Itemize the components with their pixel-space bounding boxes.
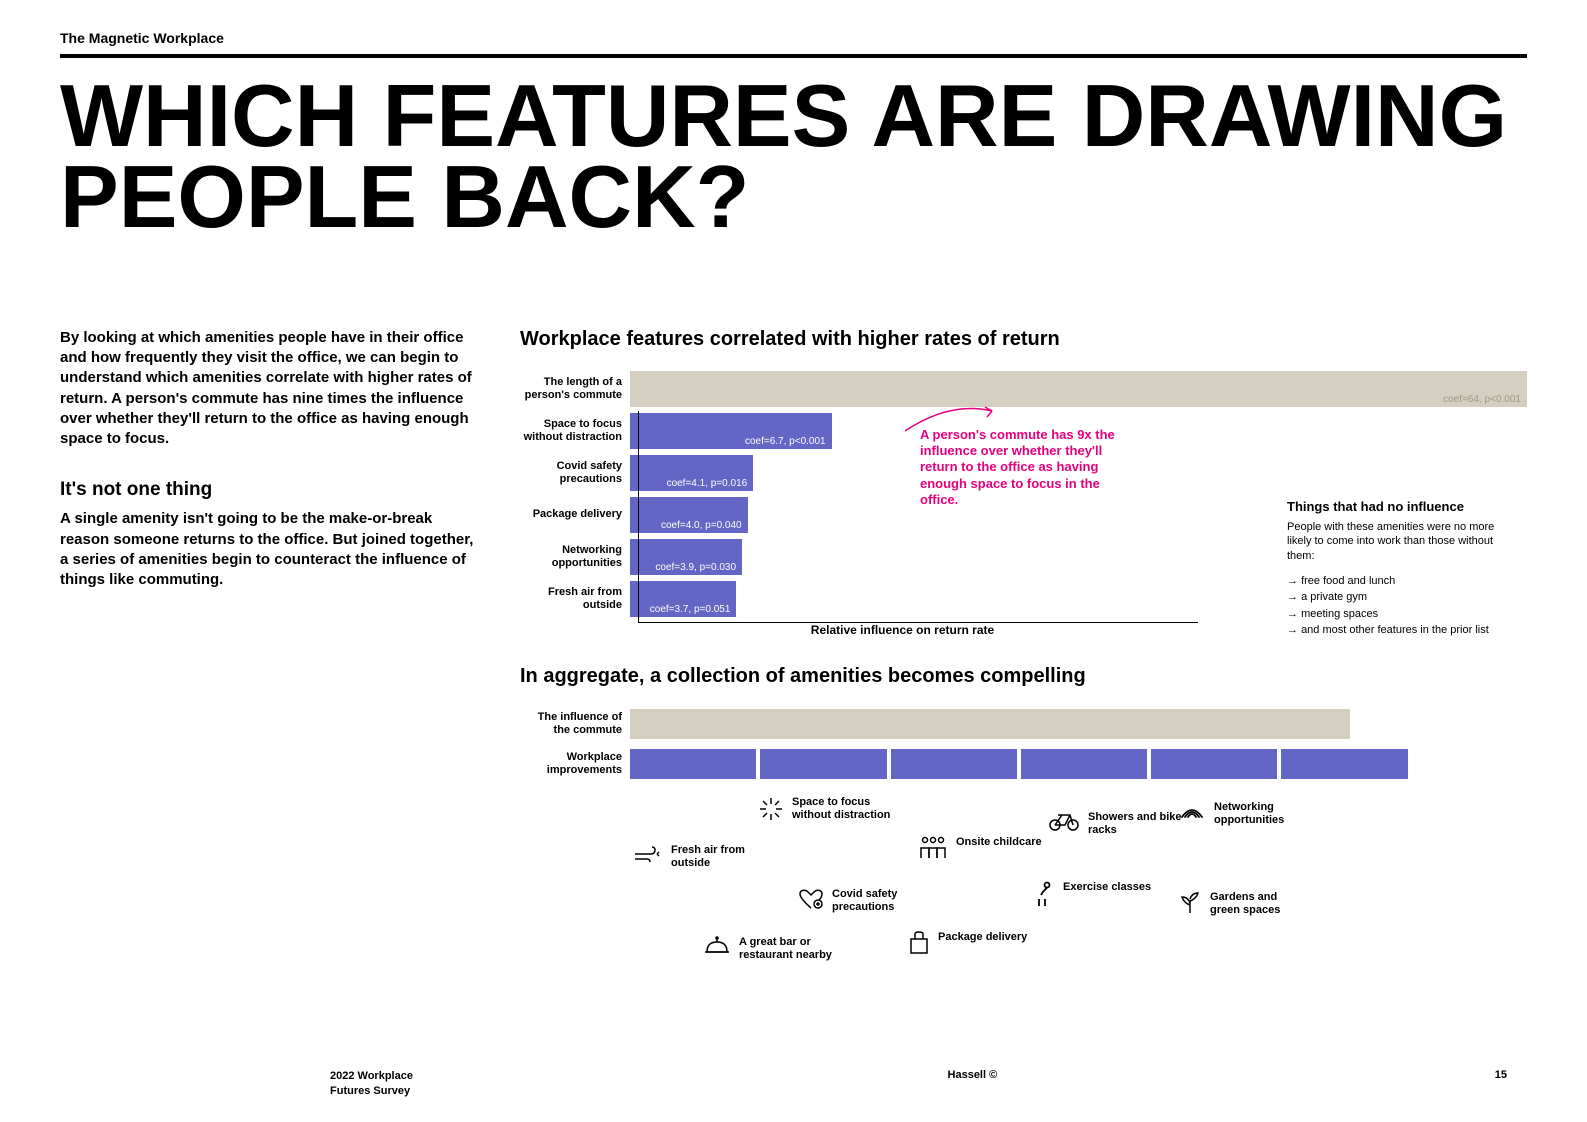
footer: 2022 Workplace Futures Survey Hassell © … <box>0 1069 1587 1098</box>
exercise-icon <box>1033 881 1055 911</box>
chart2-segment <box>891 749 1017 779</box>
amenity-item: A great bar or restaurant nearby <box>703 936 839 962</box>
amenity-item: Fresh air from outside <box>633 844 771 870</box>
right-column: Workplace features correlated with highe… <box>520 328 1527 996</box>
amenity-item: Package delivery <box>908 931 1038 959</box>
amenity-label: Space to focus without distraction <box>792 796 892 822</box>
page-title: WHICH FEATURES ARE DRAWING PEOPLE BACK? <box>60 76 1527 238</box>
package-icon <box>908 931 930 959</box>
amenity-label: Showers and bike racks <box>1088 811 1188 837</box>
amenity-icons-area: Space to focus without distraction Fresh … <box>638 786 1527 996</box>
air-icon <box>633 844 663 868</box>
bike-icon <box>1048 811 1080 835</box>
amenity-label: Onsite childcare <box>956 836 1056 849</box>
no-influence-item: free food and lunch <box>1287 573 1517 590</box>
network-icon <box>1178 801 1206 823</box>
chart1-axis <box>638 411 1198 623</box>
chart1: The length of a person's commute coef=64,… <box>520 369 1527 629</box>
chart1-bar-coef: coef=64, p<0.001 <box>1443 394 1521 405</box>
chart2-title: In aggregate, a collection of amenities … <box>520 665 1527 688</box>
body-paragraph: A single amenity isn't going to be the m… <box>60 509 480 590</box>
chart1-x-axis-label: Relative influence on return rate <box>638 623 1167 637</box>
no-influence-item: and most other features in the prior lis… <box>1287 622 1517 639</box>
chart1-bar-label: Space to focus without distraction <box>520 418 630 444</box>
chart1-bar-label: Fresh air from outside <box>520 586 630 612</box>
chart1-bar-label: Package delivery <box>520 508 630 521</box>
chart1-bar-fill: coef=64, p<0.001 <box>630 371 1527 407</box>
amenity-item: Networking opportunities <box>1178 801 1314 827</box>
no-influence-item: a private gym <box>1287 589 1517 606</box>
plant-icon <box>1178 891 1202 919</box>
document-topline: The Magnetic Workplace <box>60 30 1527 46</box>
amenity-label: A great bar or restaurant nearby <box>739 936 839 962</box>
lede-paragraph: By looking at which amenities people hav… <box>60 328 480 450</box>
focus-icon <box>758 796 784 826</box>
amenity-item: Space to focus without distraction <box>758 796 892 826</box>
amenity-label: Exercise classes <box>1063 881 1163 894</box>
no-influence-text: People with these amenities were no more… <box>1287 520 1517 563</box>
chart1-title: Workplace features correlated with highe… <box>520 328 1527 351</box>
amenity-item: Gardens and green spaces <box>1178 891 1310 919</box>
chart2-segment <box>1021 749 1147 779</box>
left-column: By looking at which amenities people hav… <box>60 328 480 996</box>
footer-left: 2022 Workplace Futures Survey <box>330 1069 450 1098</box>
no-influence-box: Things that had no influence People with… <box>1287 499 1517 639</box>
amenity-label: Fresh air from outside <box>671 844 771 870</box>
amenity-label: Networking opportunities <box>1214 801 1314 827</box>
chart2-bar-row: The influence of the commute <box>520 706 1527 742</box>
chart2-segment <box>1281 749 1407 779</box>
chart2-segment <box>760 749 886 779</box>
footer-center: Hassell © <box>948 1069 998 1098</box>
no-influence-item: meeting spaces <box>1287 606 1517 623</box>
amenity-item: Covid safety precautions <box>798 888 932 914</box>
no-influence-list: free food and luncha private gymmeeting … <box>1287 573 1517 639</box>
chart2-bar-label: Workplace improvements <box>520 751 630 777</box>
subhead: It's not one thing <box>60 479 480 501</box>
amenity-item: Exercise classes <box>1033 881 1163 911</box>
chart1-bar-label: Networking opportunities <box>520 544 630 570</box>
amenity-label: Covid safety precautions <box>832 888 932 914</box>
amenity-label: Package delivery <box>938 931 1038 944</box>
chart2-bar-row: Workplace improvements <box>520 746 1527 782</box>
chart2-segment <box>1151 749 1277 779</box>
page-number: 15 <box>1495 1069 1507 1098</box>
amenity-label: Gardens and green spaces <box>1210 891 1310 917</box>
chart1-bar-label: The length of a person's commute <box>520 376 630 402</box>
no-influence-title: Things that had no influence <box>1287 499 1517 514</box>
amenity-item: Onsite childcare <box>918 836 1056 864</box>
chart2-bar-fill <box>630 709 1350 739</box>
chart2-segment <box>630 749 756 779</box>
food-icon <box>703 936 731 960</box>
child-icon <box>918 836 948 864</box>
header-rule <box>60 54 1527 58</box>
amenity-item: Showers and bike racks <box>1048 811 1188 837</box>
heart-icon <box>798 888 824 914</box>
chart1-bar-label: Covid safety precautions <box>520 460 630 486</box>
chart2-bar-label: The influence of the commute <box>520 711 630 737</box>
chart2: The influence of the commute Workplace im… <box>520 706 1527 996</box>
chart1-bar-row: The length of a person's commute coef=64,… <box>520 369 1527 409</box>
